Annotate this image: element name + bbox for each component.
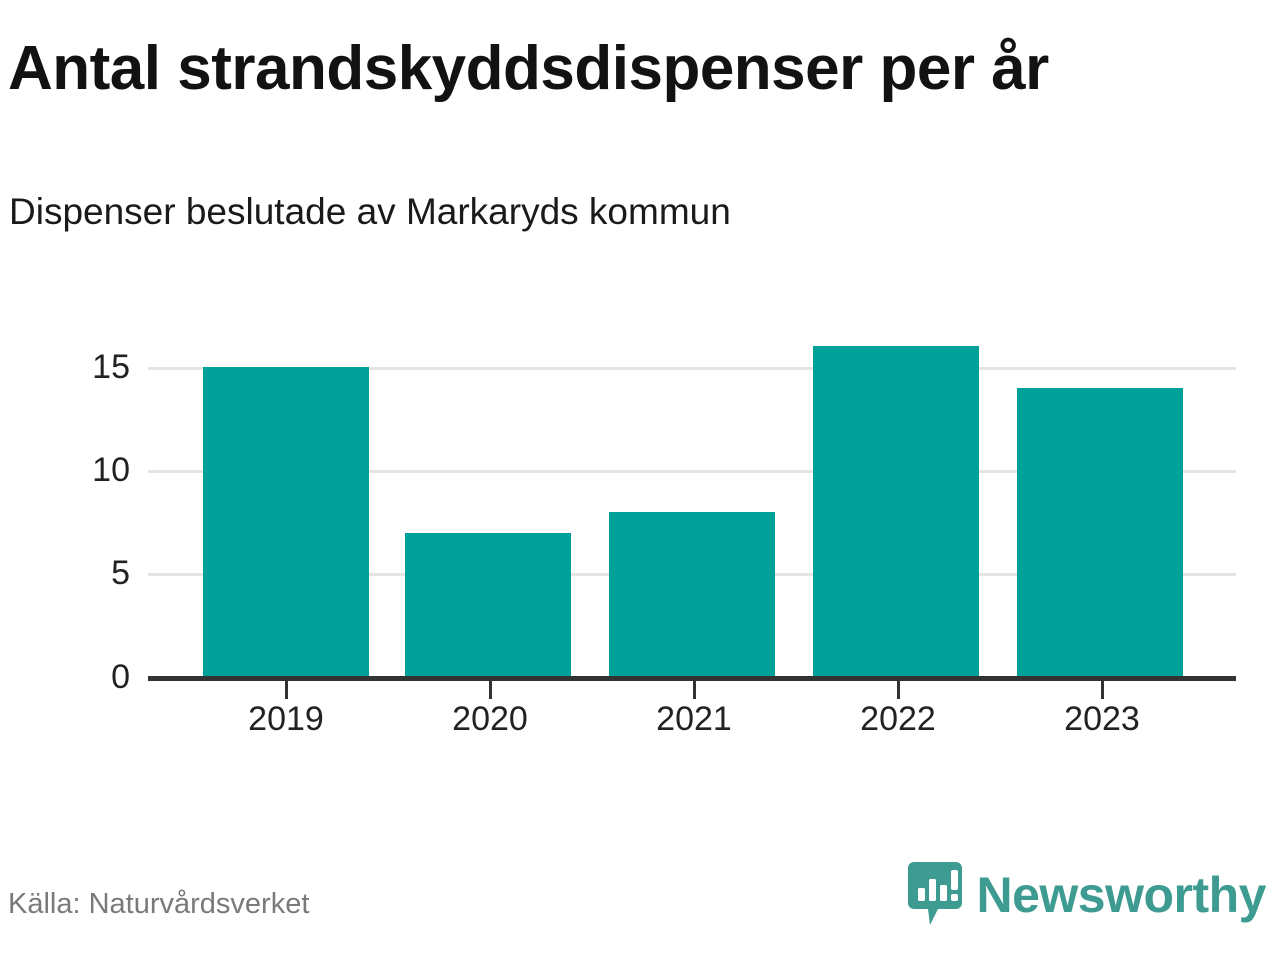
bar-2020 xyxy=(405,532,571,678)
source-note: Källa: Naturvårdsverket xyxy=(8,888,310,920)
x-axis-label-2020: 2020 xyxy=(452,700,528,738)
x-axis-label-2021: 2021 xyxy=(656,700,732,738)
bar-2023 xyxy=(1017,387,1183,678)
x-axis-line xyxy=(148,676,1236,681)
chart-subtitle: Dispenser beslutade av Markaryds kommun xyxy=(9,191,731,232)
x-axis-tick-mark-2021 xyxy=(693,681,696,699)
x-axis-label-2019: 2019 xyxy=(248,700,324,738)
x-axis-label-2023: 2023 xyxy=(1064,700,1140,738)
brand-logo: Newsworthy xyxy=(908,862,1266,928)
y-axis-tick-0: 0 xyxy=(111,658,130,696)
y-axis-tick-5: 5 xyxy=(111,554,130,592)
bar-2021 xyxy=(609,512,775,678)
x-axis-tick-mark-2019 xyxy=(285,681,288,699)
bar-2019 xyxy=(203,367,369,678)
x-axis-tick-mark-2022 xyxy=(897,681,900,699)
y-axis-tick-10: 10 xyxy=(92,451,130,489)
y-axis-tick-15: 15 xyxy=(92,348,130,386)
page-title: Antal strandskyddsdispenser per år xyxy=(8,34,1049,103)
bar-2022 xyxy=(813,346,979,678)
x-axis-tick-mark-2023 xyxy=(1101,681,1104,699)
brand-name: Newsworthy xyxy=(976,867,1266,923)
x-axis-label-2022: 2022 xyxy=(860,700,936,738)
newsworthy-bars-bubble-icon xyxy=(908,862,963,928)
gridline-15 xyxy=(148,367,1236,370)
x-axis-tick-mark-2020 xyxy=(489,681,492,699)
gridline-10 xyxy=(148,470,1236,473)
